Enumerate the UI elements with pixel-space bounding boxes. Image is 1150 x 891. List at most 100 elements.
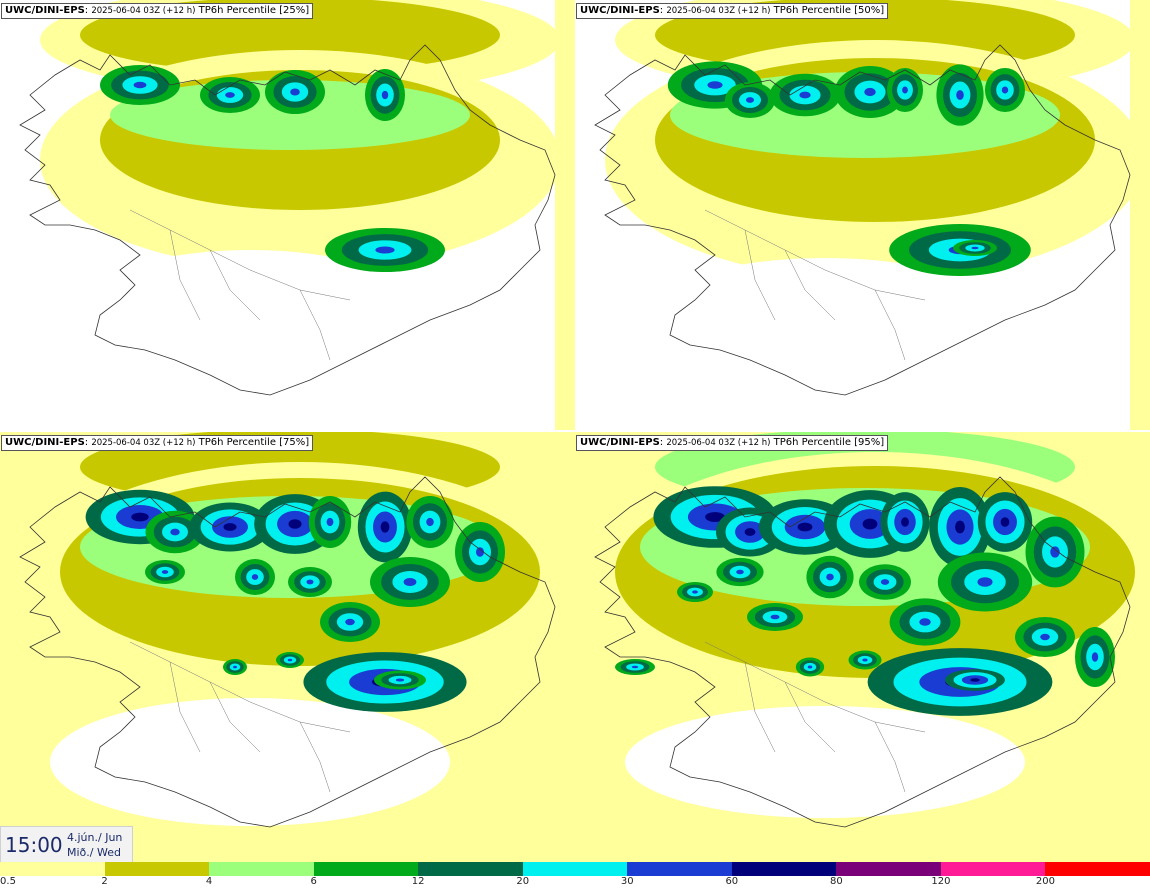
precip-core <box>225 92 235 98</box>
precip-core <box>233 665 237 669</box>
precip-core <box>1050 546 1060 558</box>
precip-field <box>0 0 575 430</box>
legend-tick-label: 12 <box>411 876 425 887</box>
legend-tick-label: 80 <box>829 876 843 887</box>
precip-core <box>375 246 395 254</box>
map-panel-p75: UWC/DINI-EPS: 2025-06-04 03Z (+12 h) TP6… <box>0 432 575 862</box>
precip-core <box>306 579 314 585</box>
precip-core <box>381 90 389 100</box>
legend-swatch <box>0 862 105 876</box>
precip-core <box>746 97 754 103</box>
precip-core <box>770 614 780 620</box>
precip-core <box>345 618 355 626</box>
legend-ticks: 0.5 2 4 6 12 20 30 60 80 120 200 <box>0 876 1150 890</box>
precip-core <box>170 528 180 536</box>
legend-tick-label: 20 <box>516 876 530 887</box>
precip-core <box>631 665 639 669</box>
precip-map <box>0 0 575 430</box>
precip-core <box>707 81 723 89</box>
road-lines <box>129 641 351 793</box>
legend-tick-label: 2 <box>101 876 108 887</box>
precip-core <box>807 665 813 669</box>
precip-core <box>1091 652 1099 662</box>
precip-core <box>223 523 237 531</box>
precip-core <box>290 88 300 96</box>
legend-swatch <box>627 862 732 876</box>
precip-core <box>977 577 993 587</box>
precip-core <box>864 87 876 97</box>
precip-core <box>1040 633 1050 641</box>
precip-core <box>692 590 698 594</box>
legend-tick-label: 6 <box>310 876 317 887</box>
precip-area <box>555 432 575 862</box>
legend-tick-label: 120 <box>931 876 951 887</box>
precip-map <box>0 432 575 862</box>
precip-core <box>403 578 417 586</box>
precip-core <box>880 579 890 585</box>
precip-core <box>133 81 147 89</box>
legend-swatch <box>836 862 941 876</box>
precip-field <box>575 0 1150 430</box>
coastline <box>594 44 1131 396</box>
dry-area <box>625 706 1025 818</box>
legend-swatch <box>940 862 1046 876</box>
legend-tick-label: 30 <box>620 876 634 887</box>
panel-title: UWC/DINI-EPS: 2025-06-04 03Z (+12 h) TP6… <box>576 3 889 19</box>
precip-core <box>131 512 149 522</box>
precip-core <box>395 678 405 682</box>
precip-core <box>799 91 811 99</box>
panel-title: UWC/DINI-EPS: 2025-06-04 03Z (+12 h) TP6… <box>576 435 889 451</box>
precip-core <box>970 678 980 682</box>
precip-core <box>1000 517 1010 527</box>
precip-core <box>919 618 931 626</box>
legend-tick-label: 0.5 <box>0 876 16 887</box>
precip-field <box>575 432 1150 862</box>
legend-swatch <box>209 862 314 876</box>
panel-title: UWC/DINI-EPS: 2025-06-04 03Z (+12 h) TP6… <box>1 3 314 19</box>
precip-core <box>287 658 293 662</box>
precip-area <box>555 0 575 430</box>
precip-core <box>901 517 909 527</box>
map-panel-p25: UWC/DINI-EPS: 2025-06-04 03Z (+12 h) TP6… <box>0 0 575 430</box>
legend-swatch <box>104 862 210 876</box>
map-panel-p50: UWC/DINI-EPS: 2025-06-04 03Z (+12 h) TP6… <box>575 0 1150 430</box>
precip-core <box>380 521 390 533</box>
precip-core <box>862 658 868 662</box>
legend-swatch <box>1045 862 1150 876</box>
precip-core <box>288 519 302 529</box>
precip-core <box>971 246 979 250</box>
precip-core <box>161 570 169 574</box>
legend-swatch <box>313 862 419 876</box>
precip-core <box>744 528 756 536</box>
dry-area <box>50 250 450 410</box>
precip-core <box>251 574 259 580</box>
precip-area <box>1130 0 1150 430</box>
precip-core <box>797 522 813 532</box>
legend-tick-label: 4 <box>205 876 213 887</box>
coastline <box>19 476 556 828</box>
color-legend <box>0 862 1150 876</box>
precip-core <box>326 517 334 527</box>
dry-area <box>625 258 1025 402</box>
precip-core <box>955 520 965 534</box>
valid-time-box: 15:00 4.jún./ Jun Mið./ Wed <box>0 826 133 864</box>
precip-core <box>1001 86 1009 94</box>
road-lines <box>129 209 351 361</box>
legend-swatch <box>418 862 523 876</box>
precip-map <box>575 432 1150 862</box>
precip-core <box>476 547 484 557</box>
legend-tick-label: 60 <box>725 876 739 887</box>
coastline <box>19 44 556 396</box>
precip-core <box>705 512 725 522</box>
coastline <box>594 476 1131 828</box>
valid-time: 15:00 <box>5 833 63 857</box>
legend-tick-label: 200 <box>1035 876 1055 887</box>
precip-core <box>736 569 744 575</box>
precip-map <box>575 0 1150 430</box>
valid-date-line1: 4.jún./ Jun <box>67 831 123 844</box>
road-lines <box>704 641 926 793</box>
precip-core <box>826 573 834 581</box>
valid-date-line2: Mið./ Wed <box>67 846 121 859</box>
precip-core <box>902 86 908 94</box>
precip-core <box>426 517 434 527</box>
